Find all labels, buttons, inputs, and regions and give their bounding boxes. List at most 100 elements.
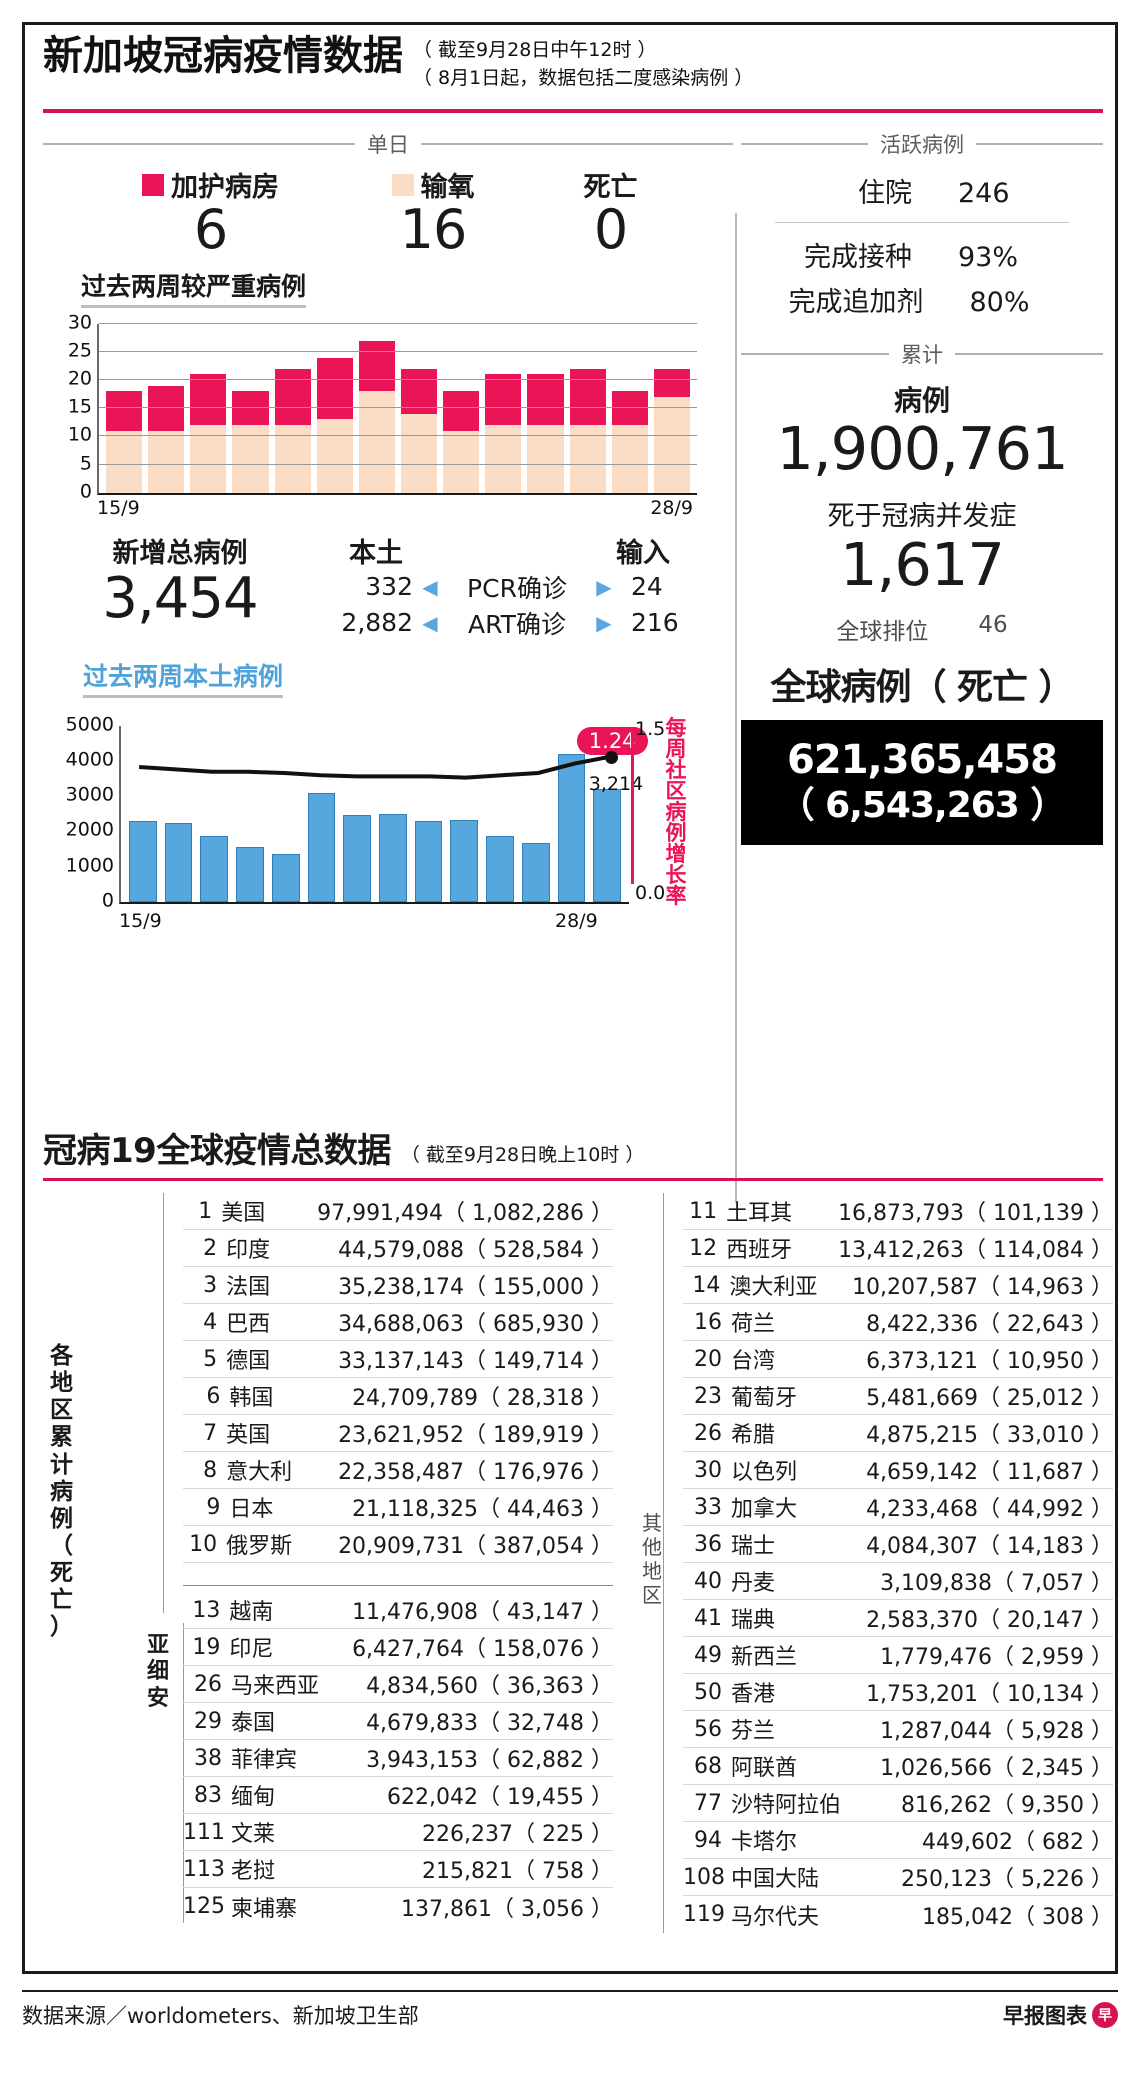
gridline: 5 <box>80 452 697 474</box>
country-rank: 49 <box>694 1642 722 1668</box>
country-rank: 94 <box>694 1827 722 1853</box>
country-cases-deaths: 44,579,088（ 528,584 ） <box>338 1238 613 1263</box>
country-cases-deaths: 4,084,307（ 14,183 ） <box>866 1534 1113 1559</box>
table-row: 26 马来西亚 4,834,560（ 36,363 ） <box>183 1666 613 1703</box>
severe-bar <box>232 324 269 493</box>
severe-x-start: 15/9 <box>97 496 140 519</box>
country-name: 英国 <box>226 1423 271 1448</box>
country-cases-deaths: 4,659,142（ 11,687 ） <box>866 1460 1113 1485</box>
country-tables: 各地区累计病例（ 死亡 ） 其他地区 亚细安 1 美国 97,991,494（ 1,… <box>43 1193 1113 1933</box>
y-axis-tick: 20 <box>67 367 92 390</box>
severe-bar <box>653 324 690 493</box>
global-deaths-value: （ 6,543,263 ） <box>778 784 1067 826</box>
y-axis-tick: 3000 <box>65 783 114 806</box>
country-name: 卡塔尔 <box>731 1830 798 1855</box>
y-gridline: 2000 <box>66 819 629 841</box>
brand-dot-icon: 早 <box>1092 2002 1118 2028</box>
daily-oxygen-label-row: 输氧 <box>336 165 531 204</box>
country-cases-deaths: 215,821（ 758 ） <box>422 1859 613 1884</box>
local-bar <box>486 835 514 902</box>
daily-oxygen-label: 输氧 <box>420 172 475 203</box>
global-cases-value: 621,365,458 <box>787 736 1058 783</box>
severe-bar <box>611 324 648 493</box>
country-cases-deaths: 13,412,263（ 114,084 ） <box>838 1238 1113 1263</box>
footer: 数据来源／worldometers、新加坡卫生部 早报图表 早 <box>22 1990 1118 2050</box>
new-cases-local-header: 本土 <box>301 531 451 570</box>
country-name: 菲律宾 <box>231 1748 298 1773</box>
country-cases-deaths: 185,042（ 308 ） <box>922 1904 1113 1930</box>
bar-segment-icu <box>148 385 185 431</box>
country-cases-deaths: 33,137,143（ 149,714 ） <box>338 1349 613 1374</box>
country-cases-deaths: 2,583,370（ 20,147 ） <box>866 1608 1113 1633</box>
bar-segment-icu <box>443 391 480 431</box>
y-axis-tick: 25 <box>67 339 92 362</box>
country-rank: 30 <box>694 1457 722 1483</box>
country-name: 荷兰 <box>731 1312 776 1337</box>
local-bar <box>343 815 372 902</box>
bar-segment-oxygen <box>653 396 690 493</box>
y-gridline: 0 <box>102 889 629 911</box>
table-row: 12 西班牙 13,412,263（ 114,084 ） <box>683 1230 1113 1267</box>
table-row: 26 希腊 4,875,215（ 33,010 ） <box>683 1415 1113 1452</box>
header-accent-rule <box>43 109 1103 113</box>
y-axis-tick: 2000 <box>65 818 114 841</box>
global-box: 621,365,458 （ 6,543,263 ） <box>741 719 1103 845</box>
rule-left <box>741 143 868 145</box>
severe-chart-bars <box>103 324 693 493</box>
country-cases-deaths: 4,233,468（ 44,992 ） <box>866 1497 1113 1522</box>
local-bar <box>379 814 407 902</box>
table-group-divider <box>183 1585 613 1586</box>
table-row: 49 新西兰 1,779,476（ 2,959 ） <box>683 1637 1113 1674</box>
country-rank: 13 <box>192 1597 221 1623</box>
column-divider <box>735 213 737 1203</box>
bar-segment-icu <box>485 374 522 426</box>
right-axis-tick-max: 1.5 <box>635 717 666 740</box>
country-cases-deaths: 35,238,174（ 155,000 ） <box>338 1275 613 1300</box>
country-name: 文莱 <box>231 1822 276 1847</box>
country-name: 越南 <box>229 1600 274 1625</box>
country-cases-deaths: 449,602（ 682 ） <box>922 1830 1113 1855</box>
cumulative-cases-value: 1,900,761 <box>776 414 1068 483</box>
new-cases-local-label: 本土 <box>349 537 403 569</box>
right-axis-title: 每周社区病例增长率 <box>665 715 687 908</box>
country-name: 法国 <box>226 1275 271 1300</box>
header: 新加坡冠病疫情数据 （ 截至9月28日中午12时 ） （ 8月1日起，数据包括二… <box>25 25 1115 113</box>
country-name: 巴西 <box>226 1312 271 1337</box>
country-cases-deaths: 3,943,153（ 62,882 ） <box>366 1748 613 1773</box>
table-row: 68 阿联酋 1,026,566（ 2,345 ） <box>683 1748 1113 1785</box>
severe-chart-title-wrap: 过去两周较严重病例 <box>43 259 733 308</box>
booster-row: 完成追加剂 80% <box>741 280 1103 319</box>
local-bar <box>307 792 336 902</box>
country-rank: 108 <box>683 1864 725 1890</box>
new-cases-block: 新增总病例 3,454 本土 输入 332 ◀ PCR确诊 ▶ 24 <box>43 527 733 655</box>
country-rank: 10 <box>189 1531 218 1557</box>
daily-icu: 加护病房 6 <box>86 165 336 259</box>
oxygen-color-swatch-icon <box>391 173 414 196</box>
country-rank: 9 <box>206 1494 221 1520</box>
country-cases-deaths: 3,109,838（ 7,057 ） <box>880 1571 1113 1596</box>
country-column-left: 1 美国 97,991,494（ 1,082,286 ） 2 印度 44,579,088（… <box>183 1193 613 1925</box>
severe-bar <box>274 324 311 493</box>
hospital-label: 住院 <box>858 178 912 209</box>
arrow-right-icon: ▶ <box>596 574 612 599</box>
cumulative-cases: 病例 1,900,761 <box>741 379 1103 482</box>
bar-segment-oxygen <box>148 430 185 493</box>
country-cases-deaths: 6,373,121（ 10,950 ） <box>866 1349 1113 1374</box>
table-row: 83 缅甸 622,042（ 19,455 ） <box>183 1777 613 1814</box>
local-art-value: 2,882 <box>341 608 413 638</box>
table-row: 77 沙特阿拉伯 816,262（ 9,350 ） <box>683 1785 1113 1822</box>
local-chart-title-wrap: 过去两周本土病例 <box>43 655 733 698</box>
country-name: 西班牙 <box>726 1238 793 1263</box>
table-group-gap <box>183 1563 613 1579</box>
country-cases-deaths: 24,709,789（ 28,318 ） <box>352 1386 613 1411</box>
severe-bar <box>190 324 227 493</box>
bar-segment-icu <box>190 374 227 426</box>
main-frame: 新加坡冠病疫情数据 （ 截至9月28日中午12时 ） （ 8月1日起，数据包括二… <box>22 22 1118 1974</box>
y-axis-tick: 10 <box>67 423 92 446</box>
rule-right <box>976 143 1103 145</box>
bar-segment-oxygen <box>190 425 227 493</box>
y-axis-tick: 5000 <box>65 713 114 736</box>
country-name: 印尼 <box>229 1637 274 1662</box>
country-rank: 26 <box>194 1671 222 1697</box>
